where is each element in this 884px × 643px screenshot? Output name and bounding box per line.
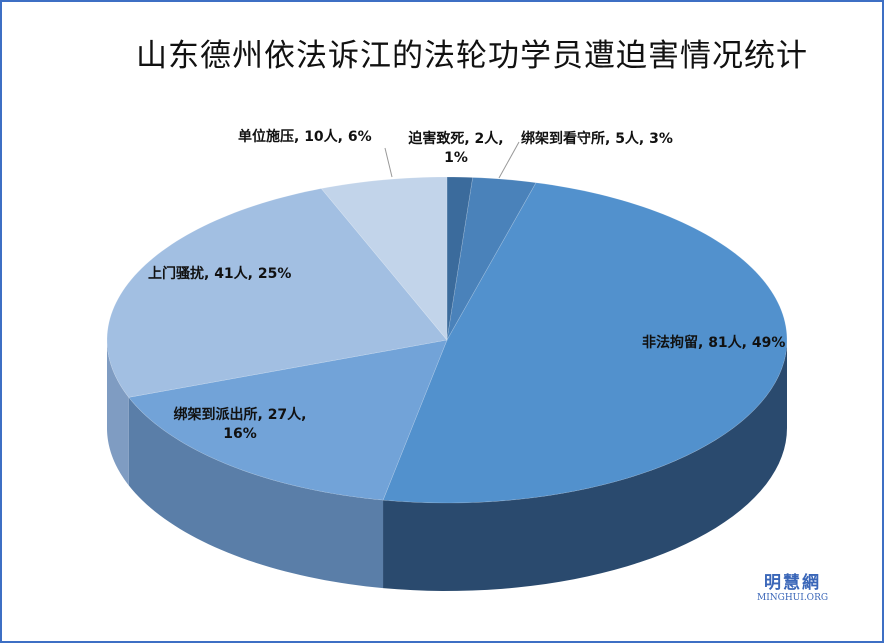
data-label-illegal-detention: 非法拘留, 81人, 49%: [642, 335, 786, 351]
pie-side-2: [383, 340, 787, 591]
data-label-detention-center: 绑架到看守所, 5人, 3%: [521, 131, 673, 147]
pie-side-3: [128, 397, 384, 589]
data-label-death: 迫害致死, 2人, 1%: [408, 131, 504, 166]
leader-line-detention-center: [498, 141, 520, 179]
pie-side-4: [107, 340, 129, 486]
minghui-watermark: 明慧網 MINGHUI.ORG: [757, 568, 828, 603]
data-label-workplace-pressure: 单位施压, 10人, 6%: [238, 129, 372, 145]
pie-slice-4: [106, 188, 448, 398]
pie-slice-5: [320, 176, 448, 341]
pie-slice-1: [446, 177, 537, 341]
pie-slice-2: [382, 182, 788, 504]
watermark-cn: 明慧網: [764, 573, 822, 593]
data-label-harassment: 上门骚扰, 41人, 25%: [148, 266, 292, 282]
leader-line-workplace: [384, 147, 393, 178]
data-label-police-station: 绑架到派出所, 27人, 16%: [173, 407, 307, 442]
watermark-en: MINGHUI.ORG: [757, 593, 829, 603]
chart-title: 山东德州依法诉江的法轮功学员遭迫害情况统计: [136, 38, 808, 74]
pie-slice-3: [128, 339, 448, 501]
